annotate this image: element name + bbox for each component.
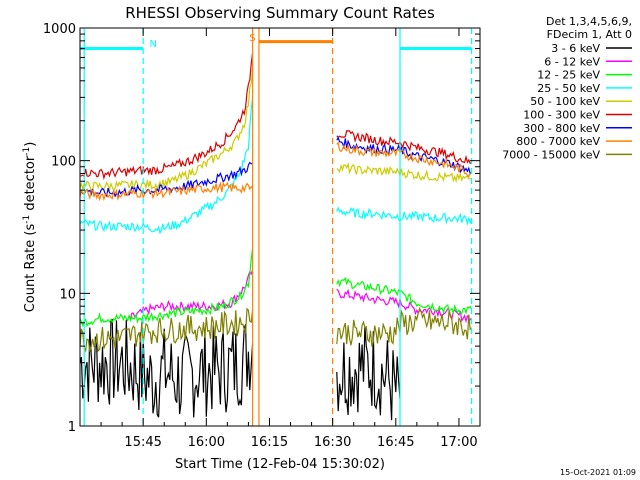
chart-title: RHESSI Observing Summary Count Rates [125, 4, 435, 22]
series-line-5 [336, 130, 472, 164]
series-line-3 [336, 206, 473, 226]
series-line-6 [336, 136, 473, 176]
series-line-7 [336, 141, 472, 178]
footer-timestamp: 15-Oct-2021 01:09 [560, 468, 636, 477]
plot-data-area [79, 52, 473, 421]
series-line-1 [129, 269, 254, 319]
x-tick-label: 16:30 [314, 435, 351, 450]
legend-entry-label: 6 - 12 keV [544, 55, 600, 68]
series-line-5 [79, 52, 254, 181]
legend-entry-label: 3 - 6 keV [551, 42, 600, 55]
y-tick-label: 100 [51, 155, 76, 170]
series-line-8 [336, 307, 473, 347]
flag-annotation: S [249, 33, 255, 44]
x-tick-label: 16:15 [251, 435, 288, 450]
y-tick-label: 10 [59, 287, 76, 302]
y-tick-label: 1 [68, 420, 76, 435]
y-axis-label: Count Rate (s-1 detector-1) [22, 142, 38, 313]
legend-header-line: Det 1,3,4,5,6,9, [546, 15, 632, 28]
y-tick-label: 1000 [43, 22, 76, 37]
legend-header-line: FDecim 1, Att 0 [547, 28, 632, 41]
x-axis-label: Start Time (12-Feb-04 15:30:02) [175, 457, 385, 472]
x-tick-label: 16:00 [188, 435, 225, 450]
series-line-3 [79, 97, 254, 235]
legend-entry-label: 25 - 50 keV [537, 82, 600, 95]
flag-annotation: N [149, 39, 156, 50]
legend-entry-label: 800 - 7000 keV [516, 135, 600, 148]
series-line-8 [79, 307, 254, 354]
x-axis: 15:45 16:00 16:15 16:30 16:45 17:00 [100, 28, 481, 450]
legend: Det 1,3,4,5,6,9, FDecim 1, Att 0 3 - 6 k… [502, 15, 632, 161]
series-line-4 [79, 67, 254, 192]
y-axis: 1 10 100 1000 [43, 22, 480, 435]
plot-frame [79, 27, 481, 427]
legend-entry-label: 12 - 25 keV [537, 69, 600, 82]
series-line-7 [79, 181, 254, 202]
series-line-4 [336, 162, 472, 184]
legend-entry-label: 300 - 800 keV [523, 122, 600, 135]
series-line-0 [79, 318, 254, 418]
series-line-6 [79, 161, 253, 198]
legend-entry-label: 100 - 300 keV [523, 109, 600, 122]
series-line-0 [336, 326, 401, 421]
legend-entry-label: 50 - 100 keV [530, 95, 600, 108]
series-line-2 [336, 276, 473, 315]
x-tick-label: 15:45 [124, 435, 161, 450]
plot-markers: NS [80, 28, 473, 426]
x-tick-label: 16:45 [377, 435, 414, 450]
series-line-2 [79, 247, 254, 328]
x-tick-label: 17:00 [440, 435, 477, 450]
legend-entry-label: 7000 - 15000 keV [502, 148, 600, 161]
